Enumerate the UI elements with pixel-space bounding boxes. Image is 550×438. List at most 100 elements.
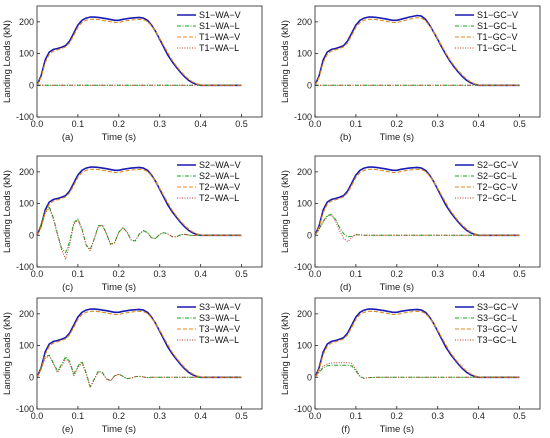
- legend-label: T1−WA−V: [199, 32, 240, 42]
- series-line-3: [36, 207, 242, 260]
- y-tick-label: -100: [294, 404, 312, 414]
- y-tick-label: 100: [297, 49, 312, 59]
- y-tick-label: 200: [297, 309, 312, 319]
- y-tick-label: 100: [297, 341, 312, 351]
- series-line-1: [314, 364, 520, 379]
- y-tick-label: 0: [307, 372, 312, 382]
- y-tick-label: 0: [307, 230, 312, 240]
- x-tick-label: 0.2: [391, 119, 404, 129]
- series-line-1: [314, 213, 520, 238]
- legend-label: T1−WA−L: [199, 43, 239, 53]
- panel-b: 0.0 0.1 0.2 0.3 0.4 0.5 -100 0 100 200 (b) Time (s)…: [280, 5, 541, 143]
- legend-label: S2−WA−L: [199, 171, 240, 181]
- x-tick-label: 0.2: [391, 269, 404, 279]
- series-line-0: [36, 308, 242, 379]
- y-axis-label: Landing Loads (kN): [280, 312, 291, 395]
- series-line-0: [314, 308, 520, 379]
- panel-label: (b): [340, 132, 352, 143]
- panel-e: 0.0 0.1 0.2 0.3 0.4 0.5 -100 0 100 200 (e) Time (s)…: [2, 297, 263, 435]
- x-tick-label: 0.0: [309, 269, 322, 279]
- legend-label: S2−GC−L: [477, 171, 517, 181]
- y-tick-label: -100: [294, 262, 312, 272]
- x-axis-label: Time (s): [102, 424, 136, 435]
- legend-label: T3−GC−V: [477, 324, 518, 334]
- series-line-0: [36, 16, 242, 87]
- x-tick-label: 0.1: [72, 411, 85, 421]
- y-tick-label: -100: [16, 404, 34, 414]
- y-tick-label: 100: [19, 199, 34, 209]
- legend-label: T3−WA−V: [199, 324, 240, 334]
- y-tick-label: -100: [16, 262, 34, 272]
- plot-frame: [36, 297, 263, 410]
- x-tick-label: 0.5: [513, 119, 526, 129]
- x-tick-label: 0.5: [235, 411, 248, 421]
- x-tick-label: 0.4: [194, 269, 207, 279]
- series-line-2: [314, 168, 520, 236]
- y-tick-label: -100: [16, 112, 34, 122]
- x-tick-label: 0.5: [235, 269, 248, 279]
- y-tick-label: 0: [29, 230, 34, 240]
- series-line-2: [36, 18, 242, 86]
- plot-frame: [36, 155, 263, 268]
- legend-label: S3−WA−V: [199, 302, 241, 312]
- x-tick-label: 0.3: [431, 269, 444, 279]
- x-tick-label: 0.4: [194, 411, 207, 421]
- legend-label: S3−WA−L: [199, 313, 240, 323]
- y-tick-label: 100: [297, 199, 312, 209]
- x-tick-label: 0.5: [513, 411, 526, 421]
- y-tick-label: 200: [19, 167, 34, 177]
- panel-f: 0.0 0.1 0.2 0.3 0.4 0.5 -100 0 100 200 (f) Time (s)…: [280, 297, 541, 435]
- legend-label: S1−GC−L: [477, 21, 517, 31]
- x-axis-label: Time (s): [102, 132, 136, 143]
- y-axis-label: Landing Loads (kN): [280, 170, 291, 253]
- x-tick-label: 0.0: [31, 411, 44, 421]
- series-line-2: [314, 310, 520, 378]
- x-tick-label: 0.1: [350, 119, 363, 129]
- x-tick-label: 0.4: [472, 269, 485, 279]
- series-line-1: [36, 206, 242, 254]
- y-tick-label: 0: [29, 80, 34, 90]
- x-tick-label: 0.3: [153, 411, 166, 421]
- x-tick-label: 0.1: [72, 269, 85, 279]
- panel-label: (e): [62, 424, 74, 435]
- series-line-3: [314, 214, 520, 243]
- y-axis-label: Landing Loads (kN): [280, 20, 291, 103]
- x-tick-label: 0.3: [153, 119, 166, 129]
- y-tick-label: 200: [297, 17, 312, 27]
- x-axis-label: Time (s): [380, 424, 414, 435]
- legend-label: S2−WA−V: [199, 160, 241, 170]
- plot-frame: [314, 5, 541, 118]
- y-tick-label: 0: [307, 80, 312, 90]
- x-tick-label: 0.4: [194, 119, 207, 129]
- y-axis-label: Landing Loads (kN): [2, 170, 13, 253]
- legend-label: T2−GC−V: [477, 182, 518, 192]
- y-tick-label: 100: [19, 341, 34, 351]
- y-tick-label: 200: [19, 309, 34, 319]
- x-tick-label: 0.4: [472, 119, 485, 129]
- x-tick-label: 0.5: [235, 119, 248, 129]
- x-tick-label: 0.3: [431, 119, 444, 129]
- legend-label: S2−GC−V: [477, 160, 518, 170]
- legend-label: T1−GC−L: [477, 43, 517, 53]
- x-axis-label: Time (s): [102, 282, 136, 293]
- y-tick-label: 200: [19, 17, 34, 27]
- legend-label: T2−WA−V: [199, 182, 240, 192]
- x-tick-label: 0.1: [350, 269, 363, 279]
- series-line-3: [314, 362, 520, 380]
- y-tick-label: -100: [294, 112, 312, 122]
- x-tick-label: 0.2: [113, 269, 126, 279]
- series-line-3: [36, 355, 242, 388]
- series-line-0: [36, 166, 242, 237]
- panel-c: 0.0 0.1 0.2 0.3 0.4 0.5 -100 0 100 200 (c) Time (s)…: [2, 155, 263, 293]
- panel-label: (a): [62, 132, 74, 143]
- x-tick-label: 0.5: [513, 269, 526, 279]
- y-axis-label: Landing Loads (kN): [2, 312, 13, 395]
- legend-label: S3−GC−L: [477, 313, 517, 323]
- legend-label: T1−GC−V: [477, 32, 518, 42]
- x-tick-label: 0.0: [31, 269, 44, 279]
- legend-label: S1−WA−V: [199, 10, 241, 20]
- series-line-2: [36, 168, 242, 236]
- y-axis-label: Landing Loads (kN): [2, 20, 13, 103]
- plot-frame: [314, 297, 541, 410]
